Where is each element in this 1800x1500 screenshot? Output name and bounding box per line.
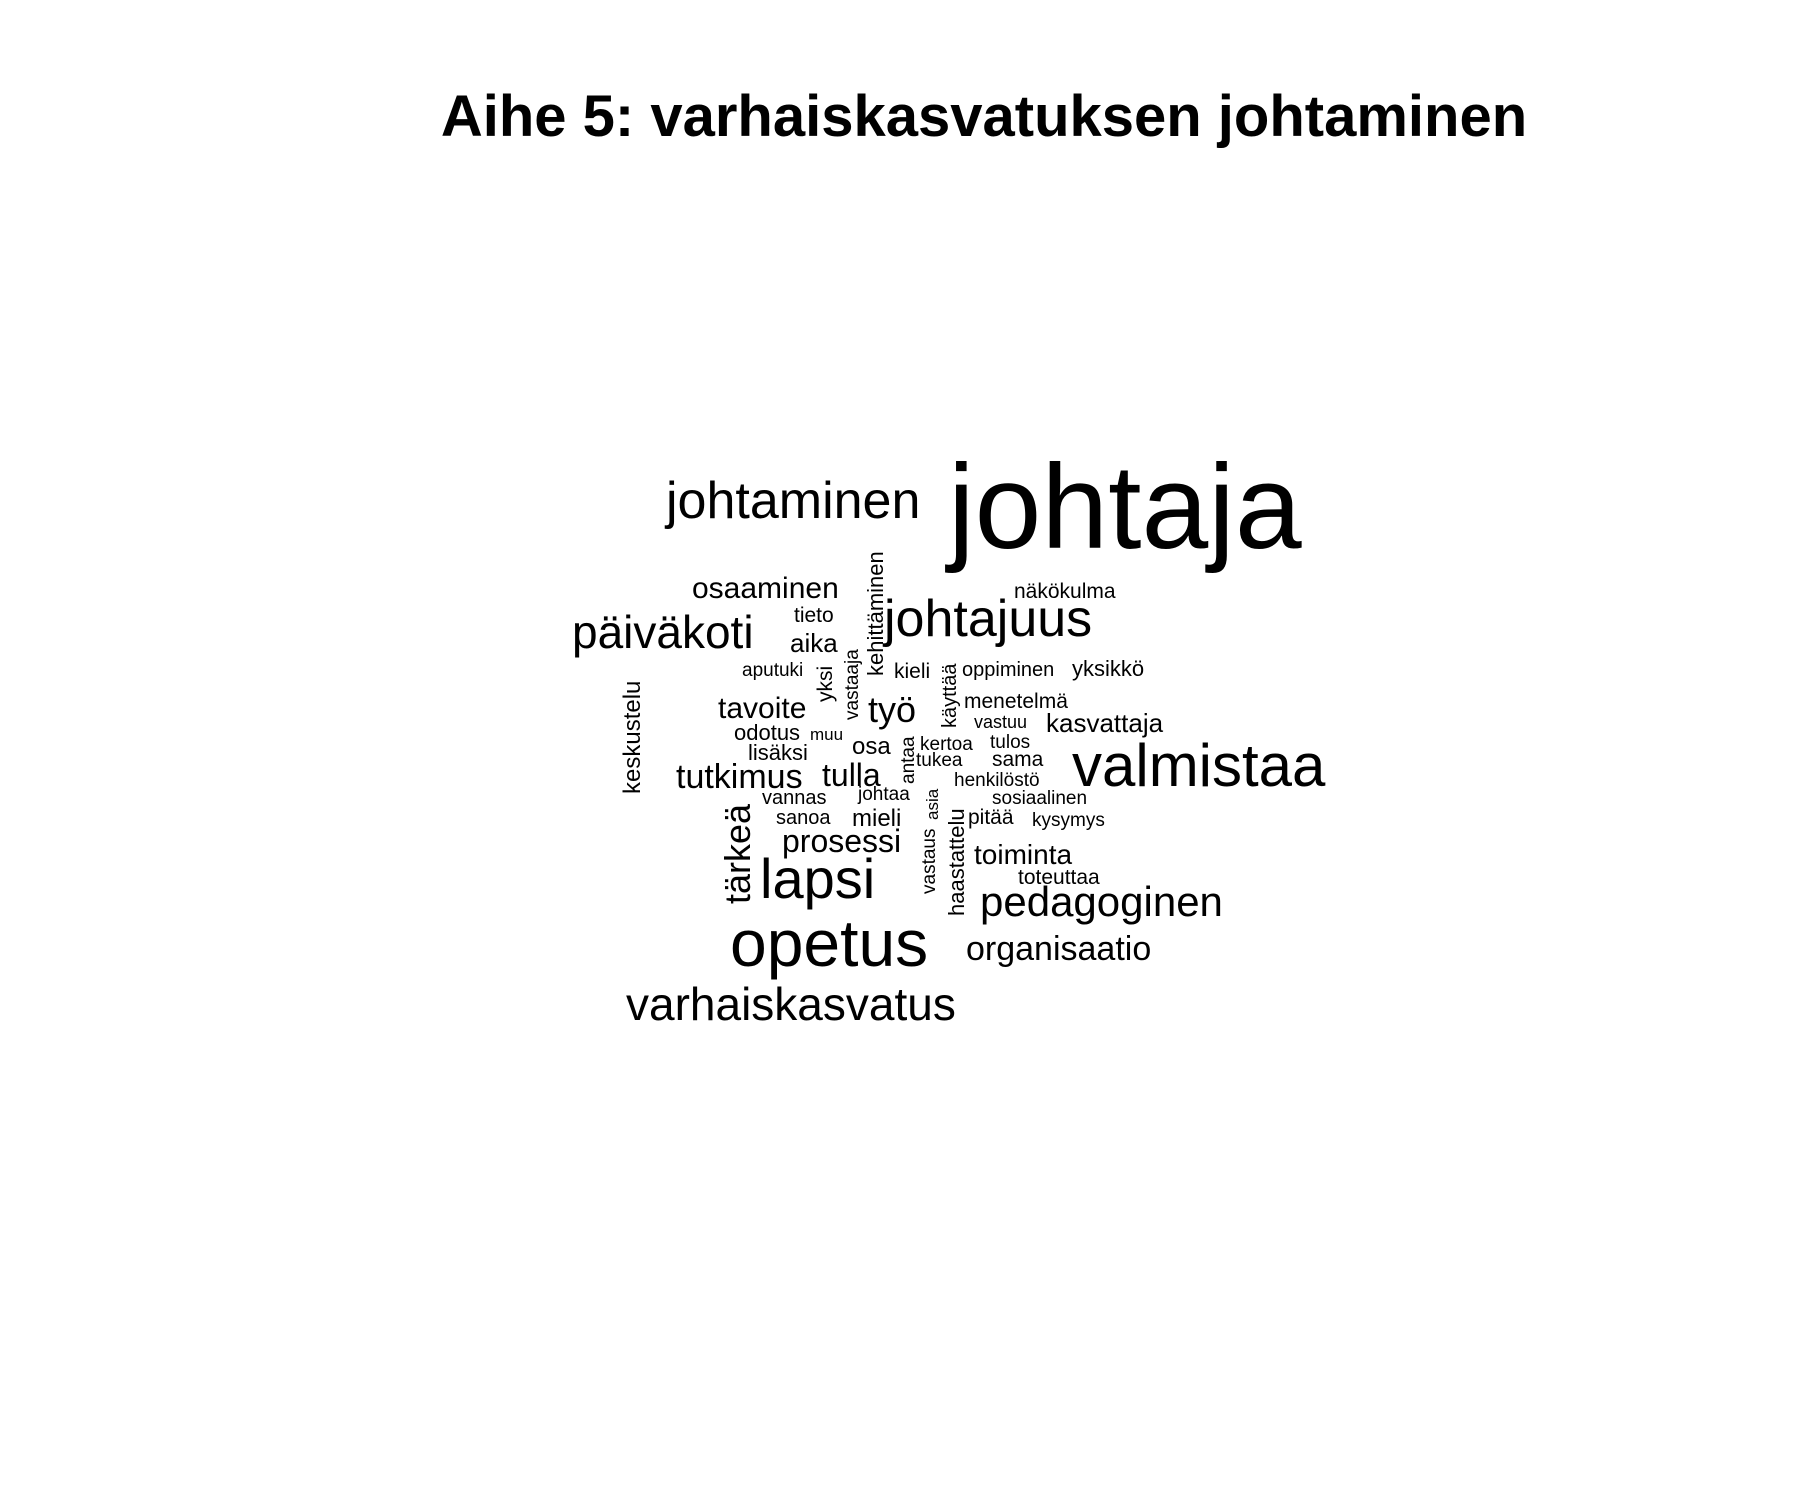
word-tulla: tulla <box>822 757 881 793</box>
word-tieto: tieto <box>794 604 834 627</box>
word-prosessi: prosessi <box>782 823 901 859</box>
page-title: Aihe 5: varhaiskasvatuksen johtaminen <box>440 84 1528 149</box>
word-vastaaja: vastaaja <box>842 649 863 720</box>
word-kieli: kieli <box>894 660 930 683</box>
word-organisaatio: organisaatio <box>966 930 1151 968</box>
word-lisaksi: lisäksi <box>748 740 808 765</box>
word-osa: osa <box>852 733 891 760</box>
word-kehittaminen: kehittäminen <box>863 551 888 676</box>
word-lapsi: lapsi <box>760 847 875 910</box>
word-tulos: tulos <box>990 732 1030 753</box>
word-valmistaa: valmistaa <box>1072 732 1326 799</box>
word-kertoa: kertoa <box>920 734 973 755</box>
word-nakokulma: näkökulma <box>1014 580 1116 603</box>
word-yksi: yksi <box>814 666 837 702</box>
word-johtaminen: johtaminen <box>664 472 920 530</box>
word-kayttaa: käyttää <box>939 663 961 728</box>
word-toiminta: toiminta <box>974 839 1072 870</box>
word-pedagoginen: pedagoginen <box>980 878 1223 925</box>
word-pitaa: pitää <box>968 806 1014 829</box>
word-odotus: odotus <box>734 720 800 745</box>
word-opetus: opetus <box>730 906 928 980</box>
word-haastattelu: haastattelu <box>944 808 969 916</box>
word-aika: aika <box>790 628 838 658</box>
word-osaaminen: osaaminen <box>692 572 839 605</box>
word-johtajuus: johtajuus <box>882 590 1092 648</box>
word-mieli: mieli <box>852 805 901 832</box>
word-tavoite: tavoite <box>718 692 806 725</box>
word-keskustelu: keskustelu <box>619 681 646 794</box>
word-kysymys: kysymys <box>1032 810 1105 831</box>
word-vannas: vannas <box>762 787 827 809</box>
word-tutkimus: tutkimus <box>676 758 803 796</box>
word-paivakoti: päiväkoti <box>572 606 754 658</box>
word-tukea: tukea <box>916 750 963 771</box>
word-vastaus: vastaus <box>919 829 940 894</box>
word-johtaja: johtaja <box>945 440 1302 574</box>
word-asia: asia <box>923 788 942 820</box>
word-sosiaalinen: sosiaalinen <box>992 788 1087 809</box>
word-henkilosto: henkilöstö <box>954 770 1040 791</box>
word-johtaa: johtaa <box>857 784 910 805</box>
word-tarkea: tärkeä <box>717 803 758 904</box>
word-toteuttaa: toteuttaa <box>1018 866 1100 889</box>
word-kasvattaja: kasvattaja <box>1046 708 1164 738</box>
word-sanoa: sanoa <box>776 807 831 829</box>
word-aputuki: aputuki <box>742 660 803 681</box>
word-vastuu: vastuu <box>974 712 1027 732</box>
word-antaa: antaa <box>898 736 919 784</box>
word-oppiminen: oppiminen <box>962 659 1054 681</box>
word-varhaiskasvatus: varhaiskasvatus <box>626 978 956 1030</box>
word-sama: sama <box>992 748 1044 771</box>
word-yksikko: yksikkö <box>1072 656 1144 681</box>
word-menetelma: menetelmä <box>964 690 1068 713</box>
word-tyo: työ <box>868 689 916 730</box>
word-muu: muu <box>810 725 843 744</box>
